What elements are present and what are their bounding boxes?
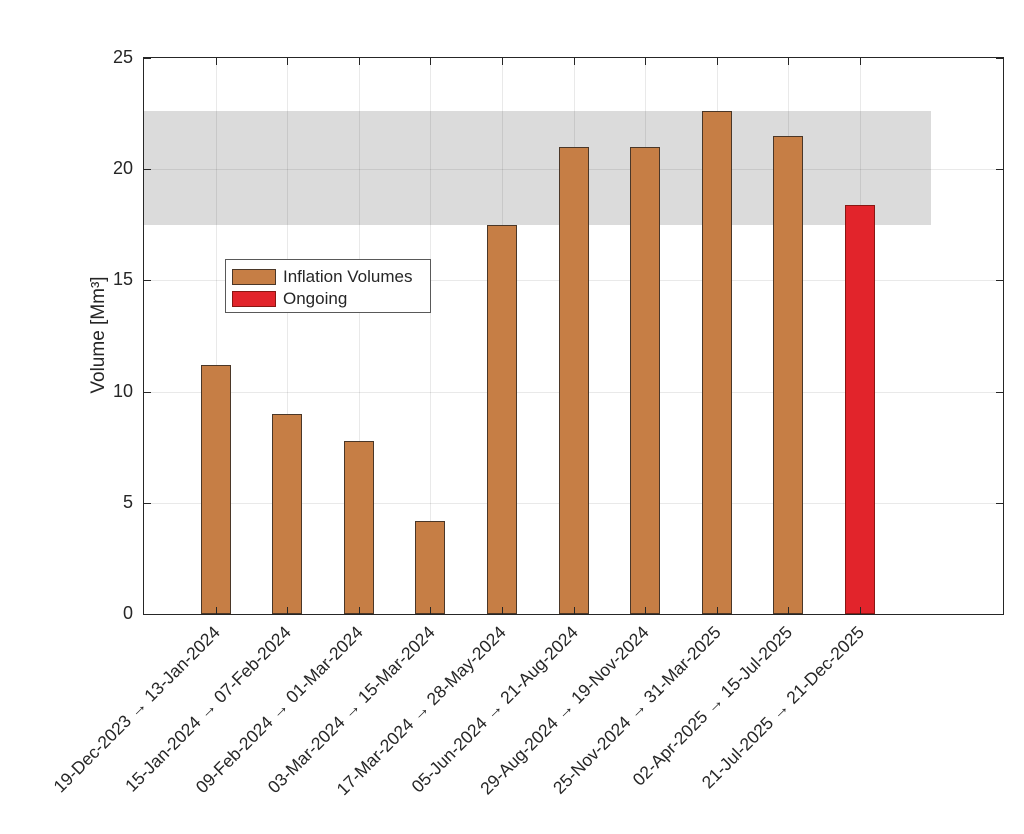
y-tick-label: 10 [112, 380, 133, 401]
bar-inflation-volume [415, 520, 446, 614]
y-tick-mark [144, 280, 151, 282]
bar-inflation-volume [272, 413, 303, 614]
y-tick-mark [996, 614, 1003, 615]
x-tick-mark [430, 58, 432, 65]
legend-item-inflation-volumes: Inflation Volumes [232, 267, 430, 287]
x-tick-mark [358, 58, 360, 65]
bar-ongoing [844, 204, 875, 614]
y-tick-mark [144, 502, 151, 504]
x-tick-mark [645, 607, 647, 614]
y-axis-title: Volume [Mm³] [88, 276, 109, 394]
y-tick-mark [144, 391, 151, 393]
y-tick-label: 15 [112, 269, 133, 290]
x-tick-mark [859, 58, 861, 65]
y-tick-mark [996, 58, 1003, 59]
x-tick-mark [573, 607, 575, 614]
legend-label-inflation-volumes: Inflation Volumes [283, 267, 413, 286]
bar-inflation-volume [486, 224, 517, 614]
x-tick-mark [716, 58, 718, 65]
plot-area: Inflation Volumes Ongoing [143, 57, 1004, 615]
bar-inflation-volume [630, 146, 661, 614]
y-tick-label: 5 [122, 491, 133, 512]
vertical-gridline [287, 58, 289, 614]
x-tick-mark [716, 607, 718, 614]
x-tick-mark [358, 607, 360, 614]
x-tick-mark [645, 58, 647, 65]
bar-inflation-volume [773, 135, 804, 614]
y-tick-label: 20 [112, 158, 133, 179]
x-tick-mark [287, 58, 289, 65]
y-tick-mark [996, 280, 1003, 282]
x-tick-mark [430, 607, 432, 614]
vertical-gridline [430, 58, 432, 614]
legend: Inflation Volumes Ongoing [225, 259, 431, 313]
x-tick-mark [215, 58, 217, 65]
x-tick-mark [573, 58, 575, 65]
x-tick-mark [501, 607, 503, 614]
y-tick-mark [996, 502, 1003, 504]
y-tick-label: 25 [112, 47, 133, 67]
y-tick-mark [996, 169, 1003, 171]
ongoing-swatch [232, 291, 276, 307]
y-tick-mark [144, 169, 151, 171]
bar-inflation-volume [200, 364, 231, 614]
x-tick-mark [215, 607, 217, 614]
target-range-band [144, 111, 932, 225]
vertical-gridline [358, 58, 360, 614]
vertical-gridline [215, 58, 217, 614]
y-tick-label: 0 [122, 603, 133, 623]
y-tick-mark [996, 391, 1003, 393]
bar-inflation-volume [558, 146, 589, 614]
inflation-volumes-swatch [232, 269, 276, 285]
x-tick-mark [788, 607, 790, 614]
legend-item-ongoing: Ongoing [232, 289, 430, 309]
y-tick-mark [144, 58, 151, 59]
x-tick-mark [859, 607, 861, 614]
x-tick-mark [788, 58, 790, 65]
x-tick-mark [501, 58, 503, 65]
y-tick-mark [144, 614, 151, 615]
legend-label-ongoing: Ongoing [283, 289, 348, 308]
bar-inflation-volume [343, 440, 374, 614]
x-tick-mark [287, 607, 289, 614]
bar-inflation-volume [701, 111, 732, 614]
